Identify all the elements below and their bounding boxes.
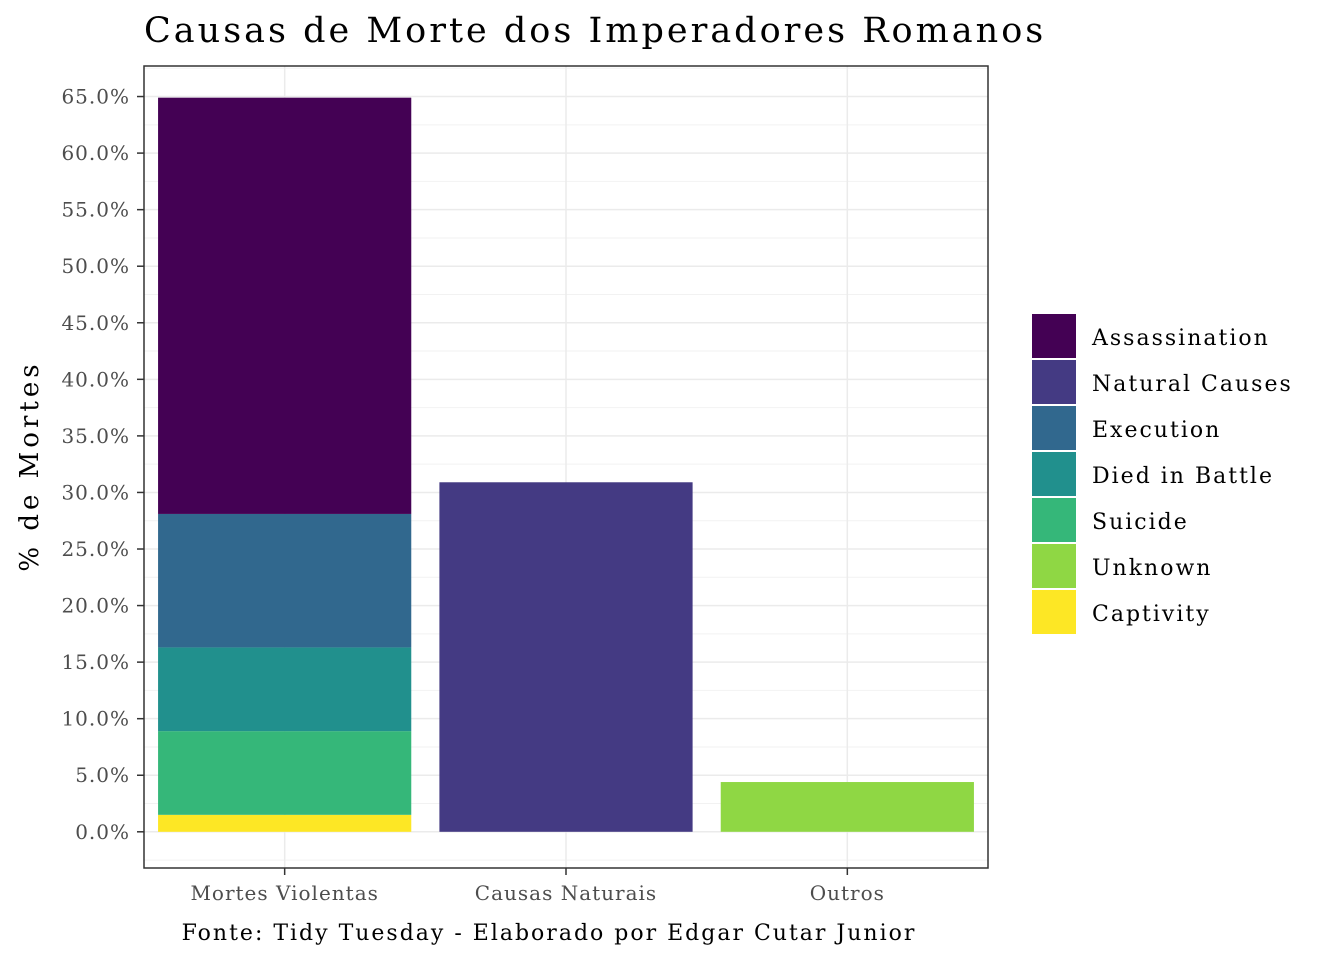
y-tick-label: 10.0% [61,707,130,731]
legend-key [1032,452,1076,496]
y-tick-label: 60.0% [61,141,130,165]
legend-label: Natural Causes [1092,372,1293,397]
legend-key [1032,544,1076,588]
x-tick-label: Mortes Violentas [190,881,378,905]
y-tick-label: 30.0% [61,480,130,504]
legend-label: Execution [1092,418,1221,443]
y-tick-label: 20.0% [61,594,130,618]
bar-suicide [158,731,412,815]
legend-label: Died in Battle [1092,464,1274,489]
legend-key [1032,590,1076,634]
y-tick-label: 25.0% [61,537,130,561]
legend-label: Suicide [1092,510,1189,535]
y-tick-label: 35.0% [61,424,130,448]
legend-label: Captivity [1092,602,1211,627]
legend: Assassination Natural Causes Execution Died… [1032,314,1293,634]
x-axis-caption: Fonte: Tidy Tuesday - Elaborado por Edga… [182,921,917,946]
legend-label: Unknown [1092,556,1212,581]
y-tick-label: 5.0% [75,763,130,787]
legend-key [1032,406,1076,450]
y-tick-label: 50.0% [61,254,130,278]
y-tick-label: 55.0% [61,198,130,222]
y-tick-label: 45.0% [61,311,130,335]
y-tick-label: 65.0% [61,85,130,109]
chart-title: Causas de Morte dos Imperadores Romanos [144,11,1046,51]
y-tick-label: 40.0% [61,367,130,391]
x-axis-ticks: Mortes Violentas Causas Naturais Outros [190,868,884,905]
y-axis-ticks: 0.0% 5.0% 10.0% 15.0% 20.0% 25.0% 30.0% 35.0% 40… [61,85,144,844]
bar-assassination [158,97,412,514]
bar-natural-causes [439,482,693,832]
y-axis-label: % de Mortes [15,360,45,571]
bar-captivity [158,814,412,832]
legend-key [1032,314,1076,358]
bar-execution [158,513,412,648]
y-tick-label: 0.0% [75,820,130,844]
x-tick-label: Outros [810,881,885,905]
legend-key [1032,498,1076,542]
bar-unknown [720,782,974,832]
legend-label: Assassination [1091,326,1270,351]
bar-died-in-battle [158,647,412,732]
x-tick-label: Causas Naturais [475,881,657,905]
bars [158,97,974,832]
y-tick-label: 15.0% [61,650,130,674]
legend-key [1032,360,1076,404]
